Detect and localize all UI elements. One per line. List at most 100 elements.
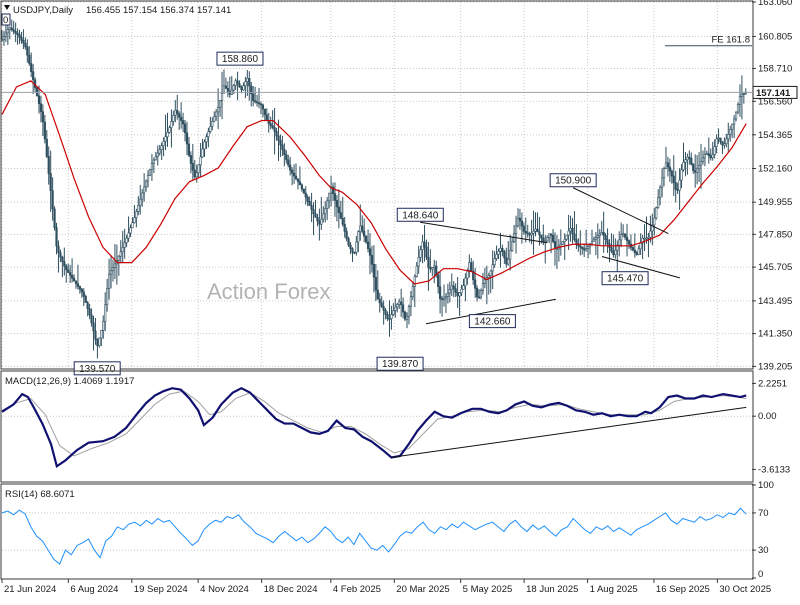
candle-body [668, 166, 671, 172]
candle-body [633, 249, 636, 253]
candle-body [705, 153, 708, 155]
candle-body [265, 114, 268, 121]
candle-body [466, 270, 469, 279]
price-title: USDJPY,Daily [13, 5, 73, 16]
candle-body [215, 111, 218, 117]
price-y-tick-label: 156.560 [758, 96, 792, 107]
candle-body [291, 169, 294, 174]
candle-body [666, 162, 670, 168]
candle-body [742, 93, 745, 95]
candle-body [659, 186, 662, 198]
candle-body [723, 143, 726, 146]
candle-body [592, 238, 596, 242]
candle-body [86, 302, 89, 310]
candle-body [495, 254, 498, 259]
price-y-tick-label: 160.805 [758, 31, 792, 42]
macd-trend-line [391, 406, 747, 458]
candle-body [637, 248, 640, 255]
candle-body [413, 276, 416, 287]
candle-body [505, 257, 508, 265]
candle-body [376, 289, 379, 300]
candle-body [725, 138, 728, 144]
candle-body [160, 145, 163, 150]
candle-body [501, 247, 504, 252]
candle-body [90, 314, 93, 324]
price-y-axis: 163.060 160.805 158.710 156.560 154.365 152.1… [752, 0, 792, 372]
price-callout-box [376, 356, 424, 371]
price-callout-box [396, 207, 444, 222]
candle-body [697, 164, 701, 170]
candle-body [285, 154, 288, 161]
fe-level: FE 161.8 [665, 35, 752, 47]
candle-body [733, 118, 736, 125]
candle-body [65, 265, 68, 271]
candle-body [651, 224, 654, 232]
candle-body [109, 270, 113, 275]
chart-menu-triangle-icon[interactable] [4, 5, 10, 10]
candle-body [349, 244, 352, 249]
candle-body [345, 231, 348, 239]
candle-body [185, 132, 189, 145]
candle-body [78, 286, 81, 290]
price-callout-label: 158.860 [222, 54, 259, 65]
candle-body [734, 111, 738, 120]
candle-body [154, 156, 157, 161]
candle-body [205, 136, 208, 143]
candle-body [427, 256, 430, 268]
candle-body [312, 209, 315, 215]
candle-body [63, 261, 66, 267]
candle-body [107, 273, 111, 289]
candle-body [717, 137, 720, 140]
candle-body [232, 85, 235, 91]
candle-body [292, 172, 296, 177]
candle-body [499, 247, 502, 252]
candle-body [158, 149, 161, 154]
price-trend-line [572, 187, 669, 235]
price-callout-box [216, 51, 264, 66]
candle-body [72, 277, 76, 282]
candle-body [686, 156, 689, 161]
candle-body [133, 217, 136, 223]
candle-body [514, 225, 518, 234]
candle-body [618, 239, 621, 246]
candle-body [22, 40, 25, 44]
candle-body [390, 314, 393, 319]
candle-body [622, 233, 625, 236]
candle-body [106, 287, 109, 306]
candle-body [372, 264, 375, 278]
candle-body [306, 196, 309, 202]
candle-body [709, 155, 712, 159]
candle-body [368, 248, 372, 256]
price-callout-box [601, 271, 649, 286]
candle-body [139, 198, 142, 206]
macd-pane: 2.2251 0.00 -3.6133 MACD(12,26,9) 1.4069 1… [0, 370, 790, 483]
candle-body [452, 285, 455, 290]
candle-body [400, 301, 403, 306]
candle-body [660, 177, 664, 188]
candle-body [69, 272, 72, 276]
candle-body [606, 239, 609, 245]
candle-body [37, 95, 41, 105]
candle-body [703, 154, 707, 159]
candle-body [460, 288, 463, 294]
candle-body [355, 241, 358, 253]
candle-body [255, 101, 259, 104]
rsi-line [1, 507, 747, 565]
candle-body [711, 154, 714, 159]
candle-body [532, 230, 535, 234]
candle-body [456, 292, 459, 297]
rsi-y-tick-label: 30 [758, 545, 769, 556]
candle-body [684, 159, 687, 163]
candle-body [156, 152, 159, 157]
candle-body [240, 86, 243, 91]
candle-body [526, 232, 529, 235]
candle-body [690, 157, 693, 165]
candle-body [238, 83, 241, 88]
candle-body [211, 121, 214, 127]
macd-trendline [391, 406, 747, 458]
candle-body [164, 136, 167, 142]
candle-body [279, 140, 282, 146]
candle-body [199, 156, 202, 166]
candle-body [302, 188, 305, 194]
